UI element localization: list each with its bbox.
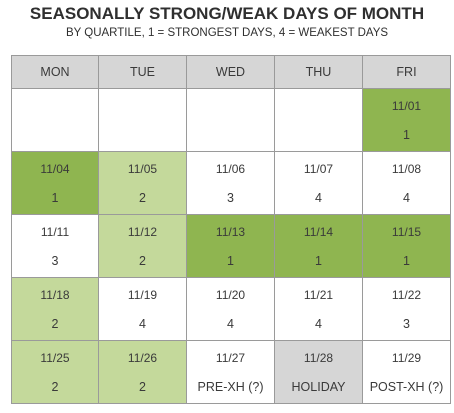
day-quartile-label: HOLIDAY <box>291 380 346 394</box>
day-date: 11/26 <box>127 351 158 365</box>
day-cell-wed: 11/27 PRE-XH (?) <box>187 341 275 404</box>
day-date: 11/29 <box>391 351 422 365</box>
calendar-grid: MON TUE WED THU FRI 11/01 1 11/04 1 11/05 2 11… <box>11 55 451 404</box>
day-cell-tue: 11/05 2 <box>99 152 187 215</box>
empty-day-cell <box>275 89 363 152</box>
day-date: 11/06 <box>215 162 246 176</box>
empty-day-cell <box>99 89 187 152</box>
day-cell-wed: 11/13 1 <box>187 215 275 278</box>
page-title: SEASONALLY STRONG/WEAK DAYS OF MONTH <box>29 4 425 23</box>
day-quartile-label: 3 <box>51 254 59 268</box>
day-quartile-label: 1 <box>227 254 234 268</box>
day-quartile-label: 2 <box>139 380 146 394</box>
day-date: 11/12 <box>127 225 158 239</box>
day-cell-tue: 11/26 2 <box>99 341 187 404</box>
day-date: 11/08 <box>391 162 422 176</box>
day-date: 11/05 <box>127 162 158 176</box>
day-quartile-label: 2 <box>51 380 59 394</box>
day-date: 11/27 <box>215 351 246 365</box>
header-tue: TUE <box>99 56 187 89</box>
day-quartile-label: 2 <box>139 254 146 268</box>
day-cell-thu: 11/28 HOLIDAY <box>275 341 363 404</box>
day-cell-thu: 11/21 4 <box>275 278 363 341</box>
day-cell-wed: 11/06 3 <box>187 152 275 215</box>
day-cell-tue: 11/12 2 <box>99 215 187 278</box>
day-quartile-label: 4 <box>315 317 322 331</box>
day-date: 11/13 <box>215 225 246 239</box>
day-date: 11/14 <box>303 225 334 239</box>
day-cell-mon: 11/25 2 <box>12 341 99 404</box>
day-quartile-label: 3 <box>403 317 410 331</box>
page-subtitle: BY QUARTILE, 1 = STRONGEST DAYS, 4 = WEA… <box>65 27 389 39</box>
empty-day-cell <box>187 89 275 152</box>
day-date: 11/19 <box>127 288 158 302</box>
day-quartile-label: 1 <box>403 128 410 142</box>
day-cell-mon: 11/18 2 <box>12 278 99 341</box>
day-date: 11/22 <box>391 288 422 302</box>
day-cell-thu: 11/07 4 <box>275 152 363 215</box>
day-cell-fri: 11/22 3 <box>363 278 451 341</box>
day-date: 11/04 <box>40 162 70 176</box>
day-date: 11/07 <box>303 162 334 176</box>
day-quartile-label: 4 <box>315 191 322 205</box>
day-quartile-label: 1 <box>315 254 322 268</box>
day-date: 11/18 <box>40 288 70 302</box>
day-cell-mon: 11/11 3 <box>12 215 99 278</box>
day-quartile-label: 4 <box>139 317 146 331</box>
day-quartile-label: 1 <box>403 254 410 268</box>
day-cell-fri: 11/15 1 <box>363 215 451 278</box>
day-cell-thu: 11/14 1 <box>275 215 363 278</box>
day-quartile-label: 4 <box>403 191 410 205</box>
day-quartile-label: 2 <box>51 317 59 331</box>
empty-day-cell <box>12 89 99 152</box>
day-date: 11/20 <box>215 288 246 302</box>
day-quartile-label: POST-XH (?) <box>369 380 444 394</box>
day-cell-fri: 11/29 POST-XH (?) <box>363 341 451 404</box>
day-quartile-label: 4 <box>227 317 234 331</box>
day-date: 11/28 <box>303 351 334 365</box>
day-quartile-label: 2 <box>139 191 146 205</box>
day-cell-tue: 11/19 4 <box>99 278 187 341</box>
day-quartile-label: PRE-XH (?) <box>197 380 264 394</box>
day-quartile-label: 1 <box>51 191 59 205</box>
day-quartile-label: 3 <box>227 191 234 205</box>
day-date: 11/15 <box>391 225 422 239</box>
header-fri: FRI <box>363 56 451 89</box>
day-date: 11/11 <box>40 225 70 239</box>
header-wed: WED <box>187 56 275 89</box>
day-date: 11/01 <box>391 99 422 113</box>
day-date: 11/25 <box>40 351 70 365</box>
day-cell-mon: 11/04 1 <box>12 152 99 215</box>
day-date: 11/21 <box>303 288 334 302</box>
day-cell-fri: 11/01 1 <box>363 89 451 152</box>
day-cell-wed: 11/20 4 <box>187 278 275 341</box>
day-cell-fri: 11/08 4 <box>363 152 451 215</box>
header-thu: THU <box>275 56 363 89</box>
header-mon: MON <box>12 56 99 89</box>
